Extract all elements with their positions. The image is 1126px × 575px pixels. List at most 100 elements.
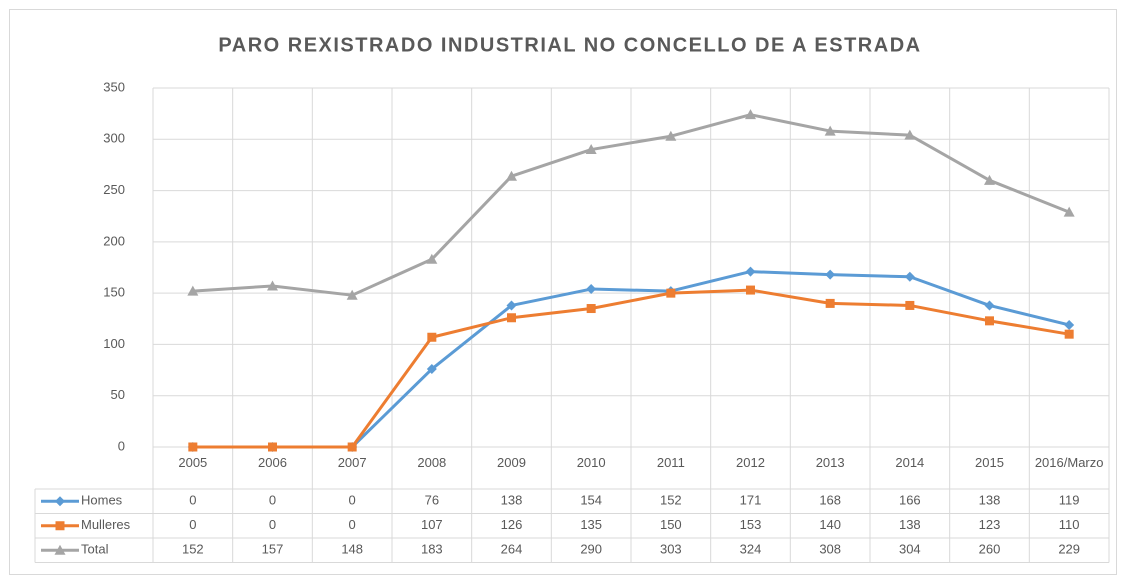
- table-value: 168: [819, 493, 841, 508]
- marker: [267, 280, 278, 291]
- x-tick-label: 2007: [337, 455, 367, 470]
- table-value: 157: [262, 542, 284, 557]
- marker: [1064, 319, 1075, 330]
- table-value: 150: [660, 517, 682, 532]
- marker: [507, 313, 516, 323]
- legend-label: Mulleres: [81, 517, 131, 532]
- marker: [905, 300, 915, 310]
- table-value: 138: [501, 493, 523, 508]
- x-tick-label-box: 2012: [736, 455, 765, 470]
- table-value: 138: [899, 517, 921, 532]
- marker: [268, 442, 277, 452]
- x-tick-label-box: 2013: [815, 455, 845, 470]
- table-value: 229: [1058, 542, 1080, 557]
- marker: [984, 174, 995, 185]
- table-value: 0: [349, 517, 356, 532]
- marker: [426, 253, 438, 264]
- table-value: 304: [899, 542, 921, 557]
- table-value: 135: [580, 517, 602, 532]
- x-tick-label: 2012: [736, 455, 765, 470]
- table-value: 152: [182, 542, 204, 557]
- marker: [904, 271, 915, 282]
- table-value: 171: [740, 493, 762, 508]
- x-tick-label: 2008: [417, 455, 447, 470]
- table-value: 324: [740, 542, 762, 557]
- marker: [346, 289, 358, 300]
- table-value: 260: [979, 542, 1001, 557]
- table-value: 183: [421, 542, 443, 557]
- series-line: [192, 288, 1070, 449]
- x-tick-label-box: 2015: [975, 455, 1004, 470]
- table-value: 110: [1059, 517, 1080, 532]
- x-tick-label: 2010: [576, 455, 606, 470]
- x-tick-label-box: 2010: [576, 455, 606, 470]
- legend-label: Total: [81, 542, 109, 557]
- y-tick-label: 300: [103, 131, 125, 146]
- x-tick-label-box: 2011: [656, 455, 685, 470]
- table-value: 126: [501, 517, 523, 532]
- marker: [746, 285, 755, 295]
- marker: [665, 130, 677, 141]
- x-tick-label-box: 2006: [258, 455, 287, 470]
- y-tick-label: 100: [103, 336, 125, 351]
- marker: [824, 125, 836, 136]
- marker: [586, 284, 597, 295]
- table-value: 152: [660, 493, 682, 508]
- x-tick-label-box: 2007: [337, 455, 367, 470]
- marker: [985, 316, 994, 326]
- table-value: 138: [979, 493, 1001, 508]
- table-value: 303: [660, 542, 682, 557]
- marker: [188, 442, 198, 452]
- table-value: 0: [269, 493, 276, 508]
- table-value: 290: [580, 542, 602, 557]
- table-value: 119: [1059, 493, 1080, 508]
- marker: [1063, 206, 1075, 217]
- marker: [585, 144, 597, 155]
- marker: [1064, 329, 1074, 339]
- marker: [904, 129, 916, 140]
- table-value: 264: [501, 542, 523, 557]
- marker: [666, 288, 676, 298]
- x-tick-label: 2011: [656, 455, 685, 470]
- y-tick-label: 350: [103, 79, 125, 94]
- marker: [55, 521, 65, 531]
- marker: [506, 300, 517, 311]
- table-value: 0: [189, 493, 196, 508]
- marker: [187, 285, 199, 296]
- table-value: 308: [819, 542, 841, 557]
- table-value: 166: [899, 493, 921, 508]
- table-value: 123: [979, 517, 1001, 532]
- marker: [506, 170, 517, 181]
- y-tick-label: 150: [103, 285, 125, 300]
- series-line: [192, 113, 1070, 297]
- y-tick-label: 50: [111, 387, 125, 402]
- y-tick-label: 200: [103, 233, 125, 248]
- marker: [745, 109, 756, 120]
- table-value: 153: [740, 517, 762, 532]
- x-tick-label: 2009: [497, 455, 526, 470]
- marker: [427, 332, 437, 342]
- chart-title: PARO REXISTRADO INDUSTRIAL NO CONCELLO D…: [218, 34, 921, 56]
- y-tick-label: 250: [103, 182, 125, 197]
- marker: [745, 266, 756, 277]
- x-tick-label: 2005: [178, 455, 208, 470]
- table-value: 76: [425, 493, 439, 508]
- x-tick-label-box: 2014: [895, 455, 924, 470]
- table-value: 148: [341, 542, 363, 557]
- table-value: 0: [269, 517, 276, 532]
- legend-label: Homes: [81, 493, 123, 508]
- y-tick-label: 0: [118, 438, 125, 453]
- x-tick-label-box: 2016/Marzo: [1035, 455, 1104, 470]
- marker: [825, 269, 836, 280]
- table-value: 140: [819, 517, 841, 532]
- x-tick-label: 2013: [815, 455, 845, 470]
- table-value: 107: [421, 517, 443, 532]
- table-value: 0: [349, 493, 356, 508]
- marker: [586, 304, 596, 314]
- marker: [347, 442, 357, 452]
- x-tick-label: 2006: [258, 455, 287, 470]
- table-value: 154: [580, 493, 602, 508]
- marker: [55, 496, 65, 507]
- x-tick-label: 2015: [975, 455, 1004, 470]
